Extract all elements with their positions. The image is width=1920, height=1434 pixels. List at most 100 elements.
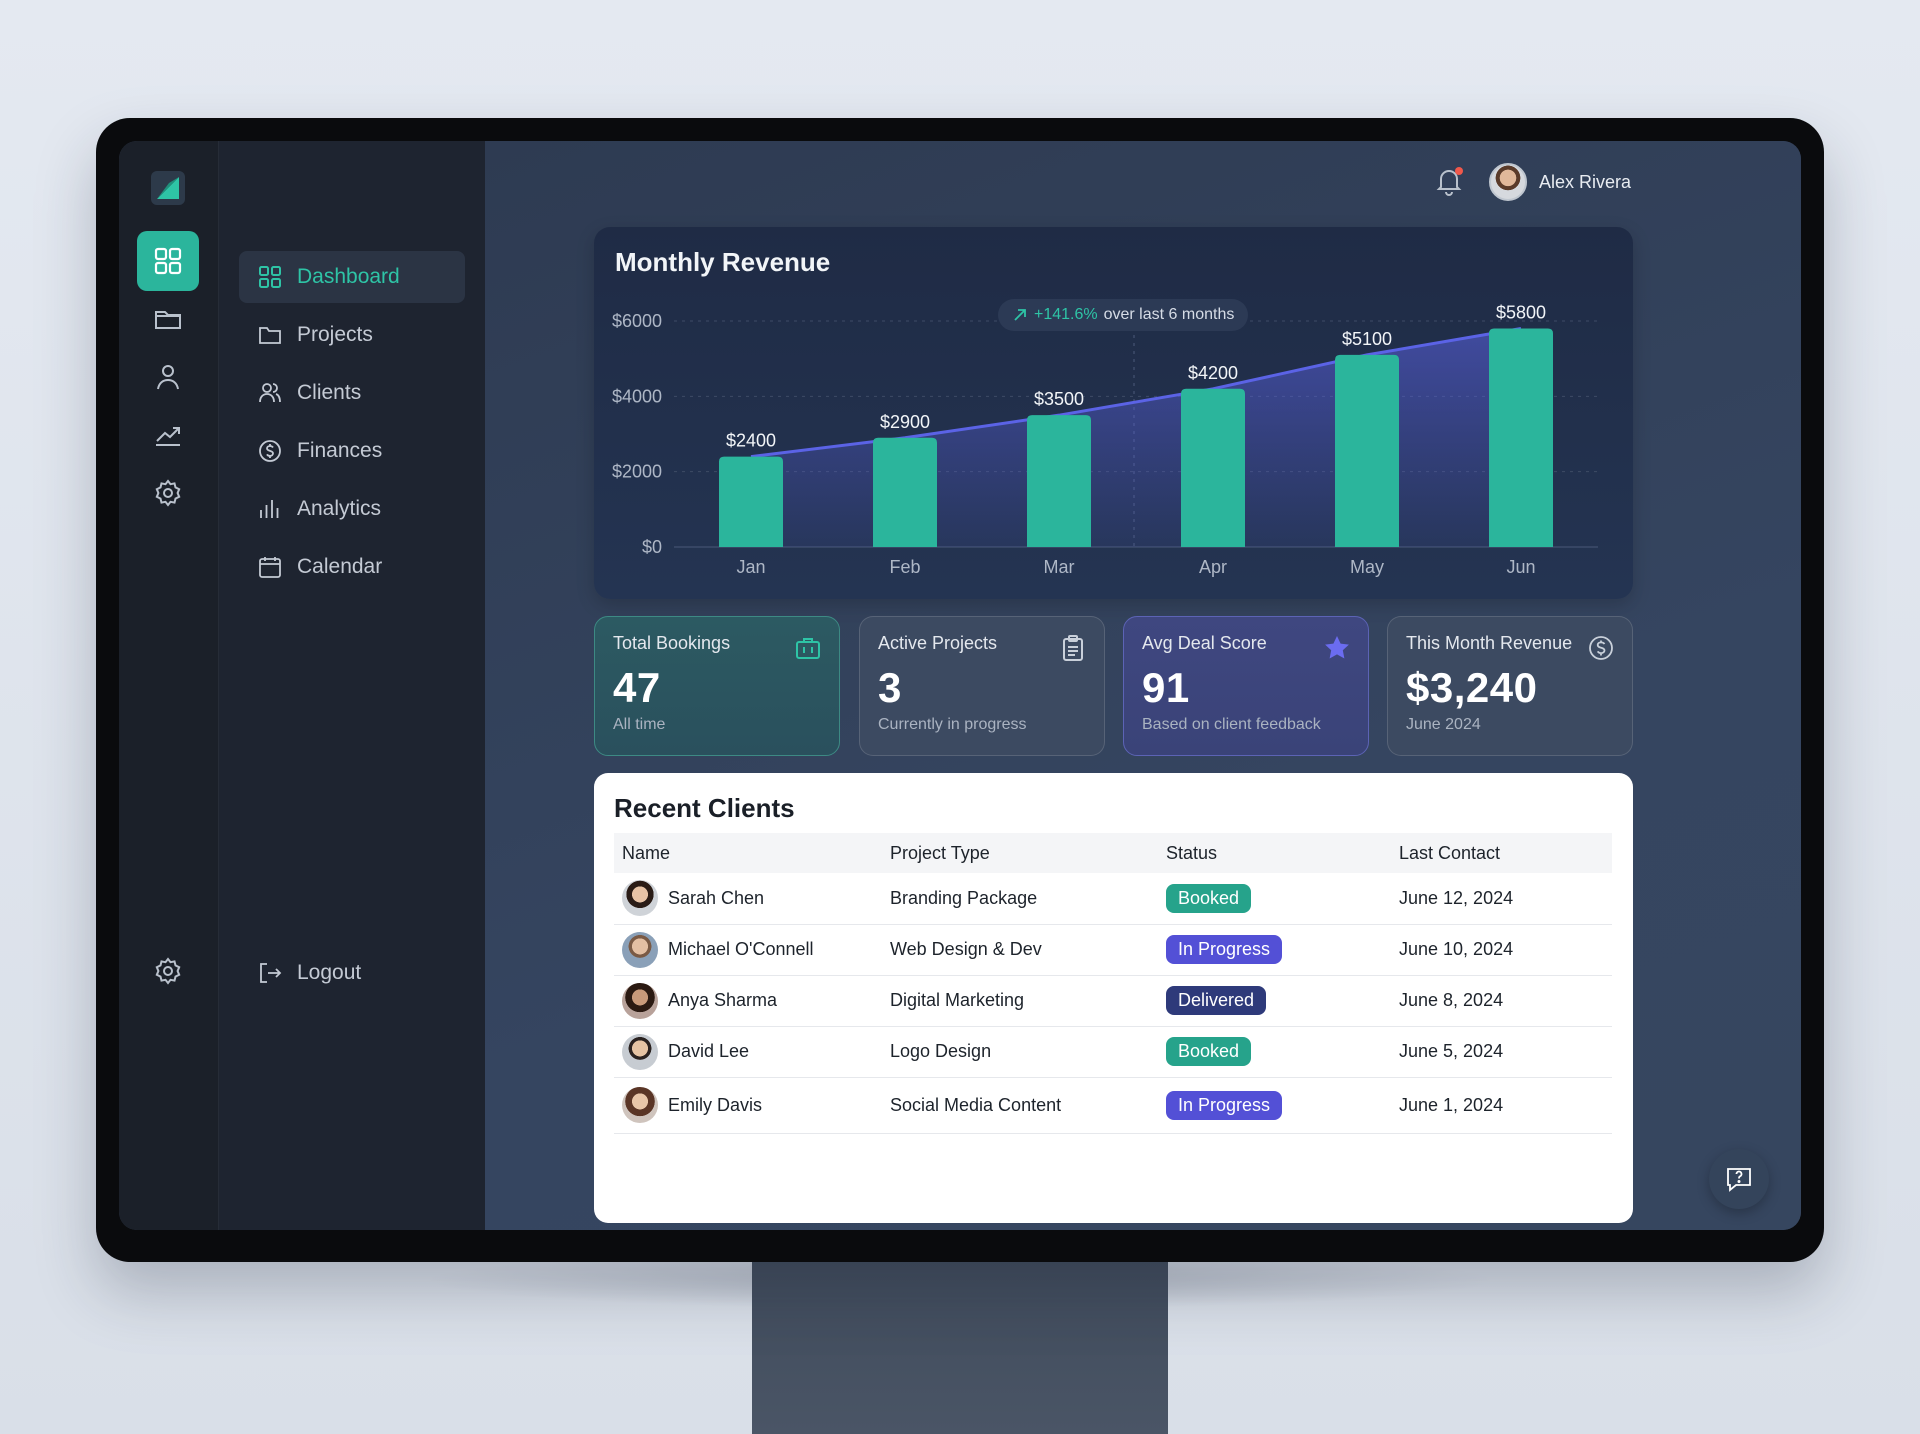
- stat-card-active-projects: Active Projects 3 Currently in progress: [859, 616, 1105, 756]
- user-icon: [157, 365, 179, 390]
- nav-item-calendar[interactable]: Calendar: [239, 541, 465, 593]
- main-content: Alex Rivera Monthly Revenue $0 $2000 $4000…: [485, 141, 1801, 1230]
- growth-suffix: over last 6 months: [1103, 306, 1235, 323]
- table-row[interactable]: Sarah Chen Branding Package Booked June 12,…: [614, 873, 1612, 925]
- logout-button[interactable]: Logout: [239, 947, 465, 999]
- help-button[interactable]: [1709, 1149, 1769, 1209]
- user-name: Alex Rivera: [1539, 171, 1632, 192]
- y-tick-label: $0: [642, 537, 662, 557]
- notifications-button[interactable]: [1433, 165, 1465, 197]
- briefcase-icon: [796, 638, 820, 659]
- stat-value: 3: [878, 664, 902, 711]
- status-cell: Booked: [1158, 873, 1391, 925]
- bar-value-label: $4200: [1188, 363, 1238, 383]
- column-header-name[interactable]: Name: [614, 833, 882, 873]
- app-logo: [151, 171, 185, 205]
- x-tick-label: Jan: [736, 557, 765, 577]
- nav-item-label: Calendar: [297, 555, 383, 578]
- bar-value-label: $2400: [726, 431, 776, 451]
- bar-mar: [1027, 415, 1091, 547]
- stat-value: 91: [1142, 664, 1190, 711]
- notification-dot: [1455, 167, 1463, 175]
- nav-item-clients[interactable]: Clients: [239, 367, 465, 419]
- dollar-icon: [259, 440, 281, 462]
- status-cell: Delivered: [1158, 975, 1391, 1027]
- status-cell: In Progress: [1158, 924, 1391, 976]
- bar-jun: [1489, 328, 1553, 547]
- icon-rail: [119, 141, 219, 1230]
- y-tick-label: $6000: [612, 311, 662, 331]
- nav-item-projects[interactable]: Projects: [239, 309, 465, 361]
- growth-value: +141.6%: [1034, 306, 1098, 323]
- bar-feb: [873, 437, 937, 547]
- folder-icon: [259, 327, 281, 344]
- avatar: [622, 1033, 658, 1070]
- rail-settings-button[interactable]: [137, 463, 199, 523]
- clipboard-icon: [1063, 635, 1083, 661]
- recent-clients-card: Recent Clients Name Project Type Status …: [594, 773, 1633, 1223]
- column-header-status[interactable]: Status: [1158, 833, 1391, 873]
- stat-sub: Currently in progress: [878, 716, 1027, 733]
- column-header-project-type[interactable]: Project Type: [882, 833, 1158, 873]
- last-contact-cell: June 5, 2024: [1391, 1026, 1612, 1078]
- bar-value-label: $2900: [880, 412, 930, 432]
- nav-item-label: Clients: [297, 381, 362, 404]
- dollar-circle-icon: [1589, 636, 1613, 660]
- nav-item-label: Analytics: [297, 497, 382, 520]
- client-name-cell: Emily Davis: [614, 1077, 882, 1134]
- star-icon: [1325, 636, 1349, 659]
- table-row[interactable]: Emily Davis Social Media Content In Progre…: [614, 1077, 1612, 1134]
- rail-clients-button[interactable]: [137, 347, 199, 407]
- folder-icon: [155, 311, 181, 329]
- logout-label: Logout: [297, 961, 362, 984]
- status-badge: Booked: [1166, 1037, 1252, 1066]
- status-cell: In Progress: [1158, 1077, 1391, 1134]
- bar-apr: [1181, 388, 1245, 547]
- app-screen: Dashboard Projects Clients Finances Anal…: [119, 141, 1801, 1230]
- client-name: Anya Sharma: [668, 990, 778, 1010]
- column-header-last-contact[interactable]: Last Contact: [1391, 833, 1612, 873]
- x-tick-label: Mar: [1044, 557, 1075, 577]
- last-contact-cell: June 1, 2024: [1391, 1077, 1612, 1134]
- nav-item-analytics[interactable]: Analytics: [239, 483, 465, 535]
- stat-label: Total Bookings: [613, 633, 731, 653]
- bar-value-label: $5800: [1496, 303, 1546, 323]
- bar-chart-icon: [260, 500, 279, 518]
- stat-sub: June 2024: [1406, 716, 1481, 733]
- project-type-cell: Digital Marketing: [882, 975, 1158, 1027]
- status-badge: Delivered: [1166, 986, 1267, 1015]
- avatar: [622, 1087, 658, 1123]
- table-row[interactable]: Michael O'Connell Web Design & Dev In Prog…: [614, 924, 1612, 976]
- revenue-chart: $0 $2000 $4000 $6000 $2400 Jan $2900 Feb $3500 Ma…: [612, 303, 1598, 577]
- chart-title: Monthly Revenue: [615, 247, 831, 277]
- gear-icon: [155, 479, 181, 507]
- dashboard-icon: [154, 247, 182, 275]
- bar-value-label: $5100: [1342, 329, 1392, 349]
- stat-card-total-bookings: Total Bookings 47 All time: [594, 616, 840, 756]
- avatar: [622, 982, 658, 1019]
- rail-analytics-button[interactable]: [137, 405, 199, 465]
- rail-bottom-settings-button[interactable]: [137, 941, 199, 1001]
- rail-dashboard-button[interactable]: [137, 231, 199, 291]
- nav-item-finances[interactable]: Finances: [239, 425, 465, 477]
- growth-pill: +141.6% over last 6 months: [998, 299, 1249, 331]
- table-row[interactable]: David Lee Logo Design Booked June 5, 2024: [614, 1026, 1612, 1078]
- x-tick-label: Apr: [1199, 557, 1227, 577]
- project-type-cell: Logo Design: [882, 1026, 1158, 1078]
- table-row[interactable]: Anya Sharma Digital Marketing Delivered Jun…: [614, 975, 1612, 1027]
- user-menu[interactable]: Alex Rivera: [1489, 163, 1631, 201]
- client-name-cell: Michael O'Connell: [614, 924, 882, 976]
- status-cell: Booked: [1158, 1026, 1391, 1078]
- client-name: Michael O'Connell: [668, 939, 814, 959]
- monitor-frame: Dashboard Projects Clients Finances Anal…: [96, 118, 1824, 1262]
- calendar-icon: [259, 557, 281, 578]
- x-tick-label: Jun: [1506, 557, 1535, 577]
- rail-projects-button[interactable]: [137, 289, 199, 349]
- monthly-revenue-card: Monthly Revenue $0 $2000 $4000 $6000 $2400 Ja…: [594, 227, 1633, 599]
- nav-item-label: Dashboard: [297, 265, 400, 288]
- nav-item-dashboard[interactable]: Dashboard: [239, 251, 465, 303]
- last-contact-cell: June 8, 2024: [1391, 975, 1612, 1027]
- last-contact-cell: June 10, 2024: [1391, 924, 1612, 976]
- client-name: Sarah Chen: [668, 887, 765, 908]
- stat-label: Avg Deal Score: [1142, 633, 1267, 653]
